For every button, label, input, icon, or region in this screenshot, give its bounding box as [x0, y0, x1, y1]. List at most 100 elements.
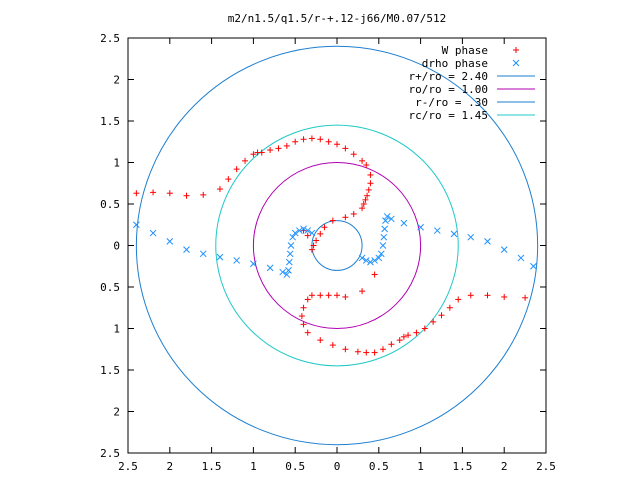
- drho-phase-point: [530, 262, 537, 270]
- drho-phase-point: [484, 237, 491, 245]
- drho-phase-point: [417, 223, 424, 231]
- w-phase-point: [446, 304, 453, 311]
- legend-label: ro/ro = 1.00: [409, 83, 488, 96]
- circle-rc-curve: [215, 124, 459, 367]
- x-tick-label: 1.5: [202, 460, 222, 473]
- drho-phase-point: [285, 267, 292, 274]
- w-phase-point: [133, 190, 140, 197]
- legend-label: drho phase: [422, 57, 488, 70]
- w-phase-point: [267, 147, 274, 154]
- w-phase-point: [292, 138, 299, 145]
- w-phase-point: [367, 180, 374, 187]
- legend-label: r-/ro = .30: [415, 96, 488, 109]
- w-phase-point: [304, 296, 311, 303]
- x-tick-label: 1.5: [452, 460, 472, 473]
- chart-title: m2/n1.5/q1.5/r-+.12-j66/M0.07/512: [228, 12, 447, 25]
- w-phase-point: [342, 145, 349, 152]
- w-phase-point: [250, 151, 257, 158]
- drho-phase-point: [283, 271, 291, 278]
- w-phase-point: [321, 224, 328, 231]
- w-phase-point: [350, 210, 357, 217]
- w-phase-point: [354, 348, 361, 355]
- y-tick-label: 2: [113, 406, 120, 419]
- w-phase-point: [183, 192, 190, 199]
- data-points: [133, 135, 537, 356]
- w-phase-point: [317, 337, 324, 344]
- drho-phase-point: [517, 254, 525, 262]
- drho-phase-point: [199, 250, 207, 258]
- x-tick-label: 2.5: [536, 460, 556, 473]
- w-phase-point: [467, 292, 474, 299]
- w-phase-point: [325, 292, 332, 299]
- w-phase-point: [342, 293, 349, 300]
- drho-phase-point: [382, 217, 389, 224]
- drho-phase-point: [289, 233, 297, 241]
- w-phase-point: [308, 135, 315, 142]
- x-tick-label: 0.5: [285, 460, 305, 473]
- legend-label: r+/ro = 2.40: [409, 70, 488, 83]
- drho-phase-point: [149, 229, 157, 237]
- drho-phase-point: [133, 221, 140, 229]
- drho-phase-point: [375, 254, 383, 262]
- w-phase-point: [405, 332, 412, 339]
- w-phase-point: [258, 149, 265, 156]
- w-phase-point: [166, 190, 173, 197]
- w-phase-point: [501, 293, 508, 300]
- x-tick-label: 0: [334, 460, 341, 473]
- w-phase-point: [329, 217, 336, 224]
- w-phase-point: [308, 246, 315, 253]
- w-phase-point: [233, 166, 240, 173]
- x-tick-label: 2.5: [118, 460, 138, 473]
- w-phase-point: [396, 337, 403, 344]
- w-phase-point: [334, 141, 340, 148]
- w-phase-point: [360, 201, 367, 207]
- w-phase-point: [342, 214, 349, 221]
- drho-phase-point: [291, 229, 299, 237]
- w-phase-point: [359, 205, 366, 212]
- y-tick-label: 1: [113, 323, 120, 336]
- drho-phase-point: [400, 219, 408, 227]
- w-phase-point: [367, 171, 374, 178]
- w-phase-point: [150, 189, 157, 196]
- legend-label: W phase: [442, 44, 488, 57]
- w-phase-point: [365, 186, 372, 193]
- x-tick-label: 2: [501, 460, 508, 473]
- drho-phase-point: [233, 257, 241, 264]
- reference-circles: [135, 45, 539, 446]
- drho-phase-point: [183, 246, 190, 254]
- w-phase-point: [363, 349, 370, 356]
- drho-phase-point: [296, 227, 303, 234]
- w-phase-point: [455, 296, 462, 303]
- w-phase-point: [329, 342, 336, 349]
- w-phase-point: [388, 341, 395, 348]
- y-tick-label: 2.5: [100, 447, 120, 460]
- w-phase-point: [275, 145, 282, 152]
- w-phase-point: [364, 192, 371, 199]
- drho-phase-point: [387, 215, 395, 223]
- w-phase-point: [242, 157, 249, 164]
- y-tick-label: 2.5: [100, 32, 120, 45]
- w-phase-point: [304, 329, 311, 336]
- w-phase-point: [359, 288, 366, 295]
- w-phase-point: [421, 325, 428, 332]
- drho-phase-point: [450, 230, 458, 238]
- circle-r-curve: [135, 45, 539, 446]
- w-phase-point: [430, 318, 437, 325]
- w-phase-point: [225, 176, 232, 183]
- w-phase-point: [298, 313, 305, 320]
- y-tick-label: 1.5: [100, 115, 120, 128]
- w-phase-point: [363, 161, 370, 168]
- drho-phase-point: [266, 264, 274, 272]
- drho-phase-point: [358, 254, 366, 262]
- y-tick-label: 0.5: [100, 281, 120, 294]
- circle-r-curve: [311, 220, 363, 271]
- w-phase-point: [300, 321, 307, 328]
- w-phase-point: [216, 186, 223, 193]
- w-phase-point: [484, 292, 491, 299]
- w-phase-point: [325, 138, 332, 145]
- x-tick-label: 0.5: [369, 460, 389, 473]
- drho-phase-point: [279, 268, 287, 276]
- x-tick-label: 1: [250, 460, 257, 473]
- drho-phase-point: [380, 233, 388, 241]
